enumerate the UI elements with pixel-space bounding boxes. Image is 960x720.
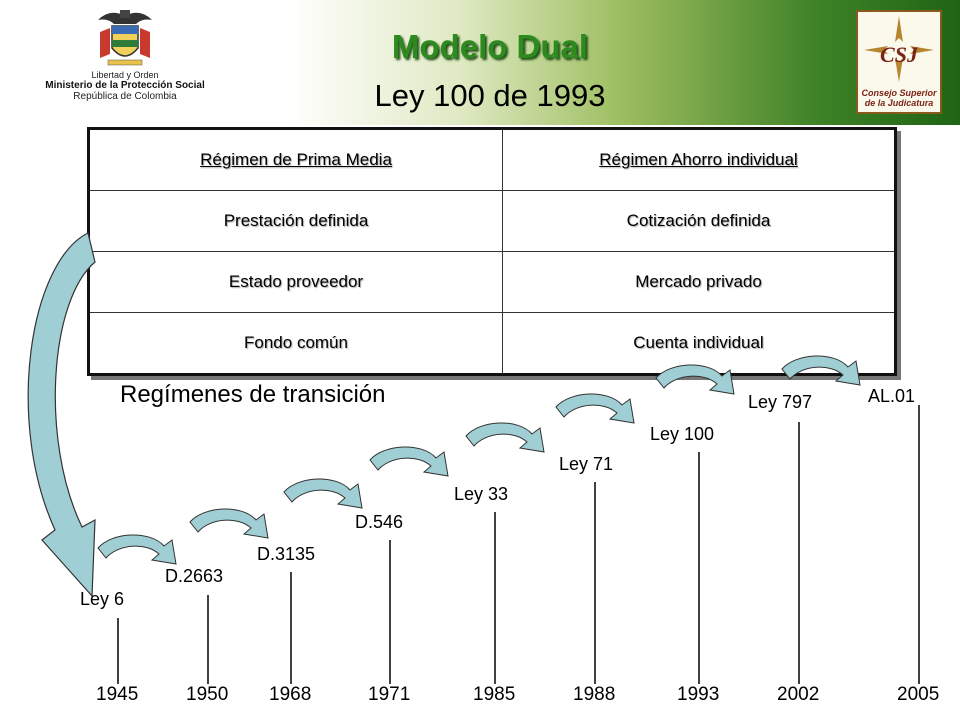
year-label: 1988 [573,684,616,705]
law-label: Ley 71 [559,454,614,474]
table-header-row: Régimen de Prima Media Régimen Ahorro in… [88,128,896,191]
year-label: 2002 [777,684,820,705]
curved-step-arrow-icon [555,393,635,424]
csj-name: Consejo Superior de la Judicatura [860,88,938,108]
ministry-logo: Libertad y Orden Ministerio de la Protec… [30,6,220,116]
header-cell-prima-media: Régimen de Prima Media [88,128,503,191]
header-cell-ahorro-individual: Régimen Ahorro individual [502,128,896,191]
law-label: Ley 6 [80,589,125,609]
coat-of-arms-icon [98,10,152,66]
ministry-motto: Libertad y Orden [91,70,159,80]
ministry-country: República de Colombia [73,91,177,102]
table-cell: Cotización definida [502,190,896,252]
table-cell: Estado proveedor [88,251,503,313]
year-label: 1985 [473,684,516,705]
ministry-name: Ministerio de la Protección Social [45,80,205,91]
law-label: Ley 100 [650,424,715,444]
table-cell: Cuenta individual [502,312,896,375]
law-label: D.3135 [257,544,316,564]
csj-acronym: CSJ [880,42,918,67]
curved-step-arrow-icon [465,422,545,453]
slide-title: Modelo Dual [391,28,589,65]
year-label: 2005 [897,684,940,705]
curved-step-arrow-icon [283,478,363,509]
table-row: Fondo común Cuenta individual [88,312,896,375]
year-label: 1993 [677,684,720,705]
year-label: 1971 [368,684,411,705]
curved-step-arrow-icon [97,534,177,565]
law-label: Ley 797 [748,392,813,412]
year-label: 1945 [96,684,139,705]
header-band [0,0,960,125]
table-cell: Prestación definida [88,190,503,252]
table-row: Estado proveedor Mercado privado [88,251,896,313]
transition-regimes-label: Regímenes de transición [120,381,386,408]
compass-star-icon [864,16,934,82]
csj-name-line2: de la Judicatura [864,98,934,108]
large-curved-arrow-icon [27,232,96,598]
csj-name-line1: Consejo Superior [861,88,937,98]
table-cell: Mercado privado [502,251,896,313]
curved-step-arrow-icon [369,446,449,477]
year-label: 1950 [186,684,229,705]
law-label: D.546 [355,512,404,532]
slide-subtitle: Ley 100 de 1993 [374,78,606,113]
law-label: D.2663 [165,566,224,586]
regime-comparison-table: Régimen de Prima Media Régimen Ahorro in… [87,127,897,376]
law-label: Ley 33 [454,484,509,504]
table-cell: Fondo común [88,312,503,375]
table-row: Prestación definida Cotización definida [88,190,896,252]
law-label: AL.01 [868,386,916,406]
csj-logo: CSJ Consejo Superior de la Judicatura [856,10,942,114]
year-label: 1968 [269,684,312,705]
curved-step-arrow-icon [189,508,269,539]
